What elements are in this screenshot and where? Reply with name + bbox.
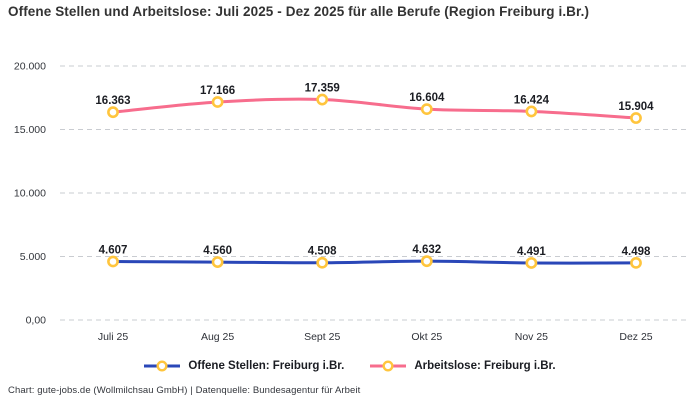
legend-item-arbeitslose[interactable]: Arbeitslose: Freiburg i.Br. xyxy=(370,360,556,372)
data-point-label: 4.508 xyxy=(308,246,337,258)
data-point-marker xyxy=(107,106,119,119)
data-point-marker xyxy=(316,93,329,106)
legend-item-offene-stellen[interactable]: Offene Stellen: Freiburg i.Br. xyxy=(144,360,344,372)
data-point-marker xyxy=(107,255,119,268)
chart-legend: Offene Stellen: Freiburg i.Br. Arbeitslo… xyxy=(0,360,700,372)
chart-title: Offene Stellen und Arbeitslose: Juli 202… xyxy=(8,4,590,19)
source-attribution: Chart: gute-jobs.de (Wollmilchsau GmbH) … xyxy=(8,385,361,396)
data-point-label: 4.560 xyxy=(203,245,232,257)
data-point-label: 15.904 xyxy=(618,101,654,113)
data-point-label: 4.498 xyxy=(622,246,651,258)
data-point-marker xyxy=(211,256,224,268)
data-point-label: 16.604 xyxy=(409,92,445,104)
y-tick-label: 5.000 xyxy=(20,251,46,263)
data-point-marker xyxy=(420,255,433,268)
line-marker-swatch-icon xyxy=(370,360,407,372)
data-point-label: 4.607 xyxy=(99,244,128,256)
x-tick-label: Nov 25 xyxy=(515,331,548,343)
data-point-label: 4.491 xyxy=(517,246,546,258)
line-marker-swatch-icon xyxy=(144,360,181,372)
y-tick-label: 20.000 xyxy=(14,61,46,73)
y-tick-label: 10.000 xyxy=(14,188,46,200)
data-point-marker xyxy=(525,257,538,269)
data-point-marker xyxy=(525,105,538,118)
x-tick-label: Juli 25 xyxy=(98,331,129,343)
data-point-label: 4.632 xyxy=(412,244,441,256)
y-tick-label: 15.000 xyxy=(14,124,46,136)
data-point-label: 16.363 xyxy=(95,95,130,107)
data-point-marker xyxy=(630,256,642,269)
data-point-marker xyxy=(420,103,433,116)
series-line xyxy=(111,259,638,265)
x-tick-label: Okt 25 xyxy=(411,331,442,343)
y-tick-label: 0,00 xyxy=(26,315,47,327)
legend-label-offene-stellen: Offene Stellen: Freiburg i.Br. xyxy=(188,360,345,372)
data-point-label: 17.166 xyxy=(200,85,235,97)
data-point-marker xyxy=(211,96,224,108)
x-tick-label: Dez 25 xyxy=(619,331,652,343)
series-line xyxy=(111,97,638,120)
x-tick-label: Aug 25 xyxy=(201,331,234,343)
data-point-label: 17.359 xyxy=(305,83,340,95)
x-tick-label: Sept 25 xyxy=(304,331,340,343)
data-point-marker xyxy=(630,112,642,124)
legend-label-arbeitslose: Arbeitslose: Freiburg i.Br. xyxy=(414,360,556,372)
data-point-label: 16.424 xyxy=(514,94,550,106)
data-point-marker xyxy=(316,256,329,269)
